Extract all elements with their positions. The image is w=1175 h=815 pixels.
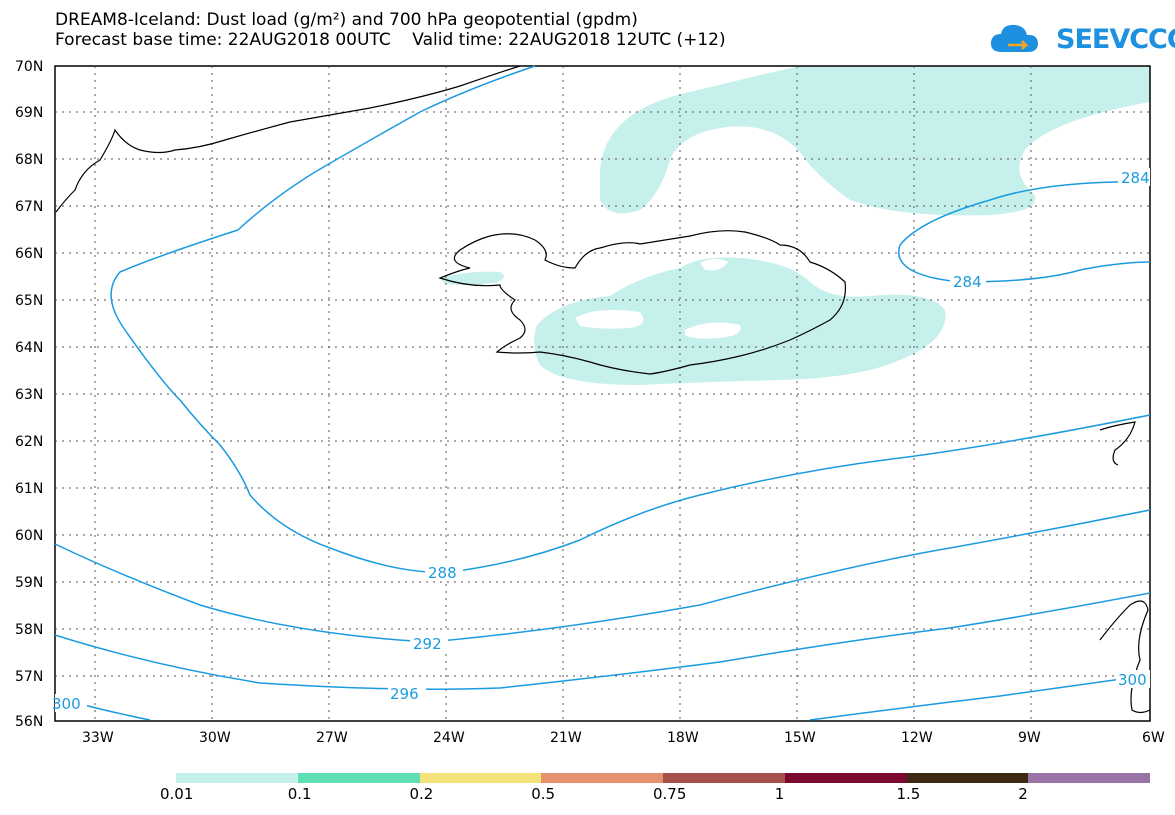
greenland-coast	[55, 65, 521, 213]
colorbar-label: 2	[1018, 785, 1028, 803]
lat-label: 69N	[15, 105, 43, 121]
colorbar-label: 0.01	[160, 785, 194, 803]
lat-label: 65N	[15, 293, 43, 309]
contour-label: 300	[1118, 671, 1147, 689]
lon-label: 12W	[901, 730, 933, 746]
lat-label: 67N	[15, 199, 43, 215]
contour-label: 288	[428, 564, 457, 582]
contour-labels: 284 284 288 292 296 300 300	[52, 168, 1150, 713]
faroe-shetland-coast	[1099, 421, 1136, 466]
lat-label: 59N	[15, 575, 43, 591]
colorbar-segment	[176, 773, 298, 783]
cloud-logo-icon	[990, 24, 1038, 52]
lat-label: 60N	[15, 528, 43, 544]
lat-label: 61N	[15, 481, 43, 497]
chart-title: DREAM8-Iceland: Dust load (g/m²) and 700…	[55, 10, 638, 30]
colorbar-segment	[541, 773, 663, 783]
contour-label: 284	[953, 273, 982, 291]
scotland-coast	[1099, 600, 1151, 714]
colorbar-segment	[297, 773, 420, 783]
dust-load-areas	[440, 66, 1150, 385]
contour-label: 300	[52, 695, 81, 713]
lon-label: 30W	[199, 730, 231, 746]
lon-label: 18W	[667, 730, 699, 746]
lon-label: 33W	[82, 730, 114, 746]
colorbar-label: 1	[774, 785, 785, 803]
lat-label: 68N	[15, 152, 43, 168]
coastlines	[55, 65, 1151, 714]
lon-label: 24W	[433, 730, 465, 746]
colorbar-segment	[419, 773, 542, 783]
contour-296	[54, 592, 1151, 690]
lon-label: 15W	[784, 730, 816, 746]
lat-label: 66N	[15, 246, 43, 262]
contour-label: 284	[1121, 169, 1150, 187]
lat-label: 56N	[15, 714, 43, 730]
iceland-coast	[438, 230, 847, 375]
lat-label: 57N	[15, 669, 43, 685]
colorbar-segment	[1028, 773, 1150, 783]
geopotential-contours	[54, 65, 1151, 721]
colorbar-label: 0.5	[531, 785, 556, 803]
colorbar-label: 0.1	[287, 785, 312, 803]
colorbar-segment	[906, 773, 1029, 783]
lat-label: 70N	[15, 59, 43, 75]
longitude-labels: 33W 30W 27W 24W 21W 18W 15W 12W 9W 6W	[82, 730, 1165, 746]
latitude-labels: 70N 69N 68N 67N 66N 65N 64N 63N 62N 61N …	[15, 59, 43, 730]
contour-292	[54, 509, 1151, 643]
colorbar-segment	[663, 773, 785, 783]
contour-284	[898, 181, 1151, 283]
contour-288	[110, 65, 1151, 574]
colorbar	[176, 773, 1150, 783]
lon-label: 27W	[316, 730, 348, 746]
contour-300-east	[809, 674, 1151, 721]
lon-label: 9W	[1018, 730, 1041, 746]
lon-label: 21W	[550, 730, 582, 746]
colorbar-label: 1.5	[896, 785, 921, 803]
chart-subtitle: Forecast base time: 22AUG2018 00UTC Vali…	[55, 30, 726, 50]
colorbar-label: 0.2	[409, 785, 434, 803]
lat-label: 58N	[15, 622, 43, 638]
lat-label: 62N	[15, 434, 43, 450]
logo-text: SEEVCCC	[1056, 24, 1175, 55]
colorbar-label: 0.75	[653, 785, 687, 803]
lat-label: 63N	[15, 387, 43, 403]
lon-label: 6W	[1142, 730, 1165, 746]
contour-label: 292	[413, 635, 442, 653]
colorbar-segment	[784, 773, 907, 783]
lat-label: 64N	[15, 340, 43, 356]
contour-label: 296	[390, 685, 419, 703]
